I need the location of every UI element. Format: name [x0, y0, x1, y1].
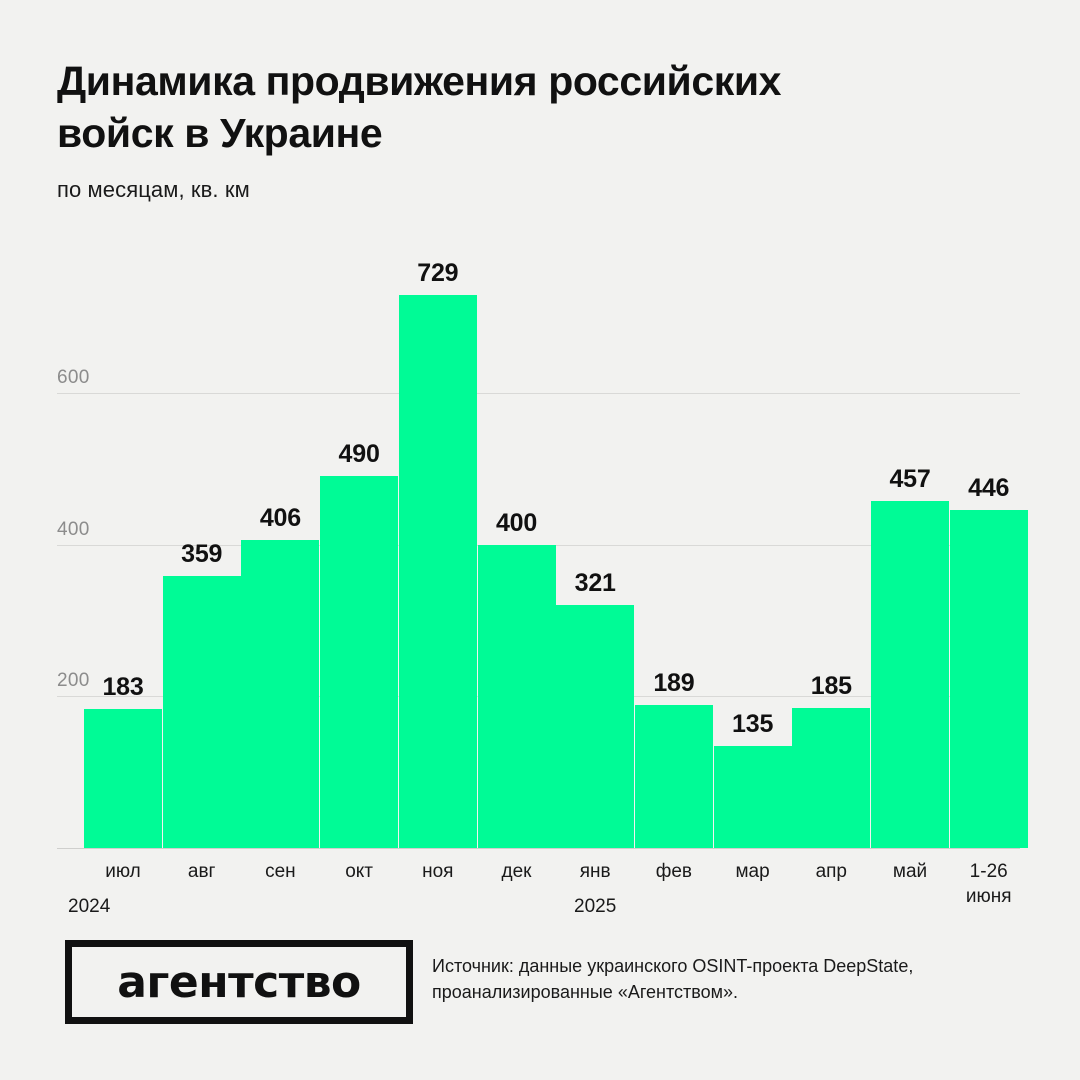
bar[interactable]: [241, 540, 320, 848]
page-title: Динамика продвижения российских войск в …: [57, 58, 782, 156]
bar-value-label: 359: [181, 539, 223, 568]
x-axis-period-label: 2024: [68, 896, 111, 917]
x-axis-tick-label: фев: [655, 861, 693, 882]
gridline-600: [57, 393, 1020, 395]
bar[interactable]: [949, 509, 1028, 848]
bar[interactable]: [634, 704, 713, 848]
chart-footer: агентство Источник: данные украинского O…: [57, 938, 1020, 1033]
bar[interactable]: [477, 544, 556, 848]
bar-value-label: 185: [810, 671, 852, 700]
bar-value-label: 490: [338, 440, 380, 469]
bar[interactable]: [320, 476, 399, 848]
chart-subtitle: по месяцам, кв. км: [57, 177, 250, 203]
bar-value-label: 406: [259, 504, 301, 533]
x-axis-tick-label: сен: [265, 861, 296, 882]
x-axis-tick-label: ноя: [422, 861, 454, 882]
y-axis-tick-label: 200: [57, 670, 90, 692]
bar[interactable]: [162, 575, 241, 848]
x-axis-tick-label: май: [892, 861, 928, 882]
bar-value-label: 183: [102, 673, 144, 702]
agentstvo-logo: агентство: [65, 940, 413, 1024]
chart-header: Динамика продвижения российских войск в …: [57, 56, 1017, 203]
bar[interactable]: [556, 604, 635, 848]
x-axis-tick-label: дек: [501, 861, 532, 882]
bar-value-label: 446: [968, 473, 1010, 502]
bar-value-label: 400: [495, 508, 538, 537]
bar-value-label: 729: [417, 259, 459, 288]
x-axis-tick-label: июл: [105, 861, 141, 882]
bar-value-label: 135: [732, 709, 774, 738]
bar-value-label: 321: [574, 568, 616, 597]
x-axis-tick-label: апр: [815, 861, 848, 882]
x-axis-tick-label: окт: [345, 861, 373, 882]
y-axis-tick-label: 400: [57, 518, 90, 540]
x-axis-tick-label: мар: [735, 861, 770, 882]
source-note: Источник: данные украинского OSINT-проек…: [432, 956, 914, 1003]
bar[interactable]: [84, 709, 162, 848]
bar[interactable]: [398, 295, 477, 848]
bar-value-label: 457: [889, 465, 931, 494]
bar-value-label: 189: [653, 668, 695, 697]
x-axis-tick-label: авг: [187, 861, 216, 882]
logo-text: агентство: [117, 956, 361, 1008]
x-axis-tick-label: 1-26 июня: [965, 861, 1012, 907]
bar[interactable]: [871, 501, 949, 848]
x-axis-baseline: [57, 848, 1020, 849]
bar[interactable]: [792, 707, 871, 848]
x-axis-tick-label: янв: [579, 861, 611, 882]
x-axis-period-label: 2025: [574, 896, 617, 917]
y-axis-tick-label: 600: [57, 367, 90, 389]
bar[interactable]: [713, 745, 792, 848]
